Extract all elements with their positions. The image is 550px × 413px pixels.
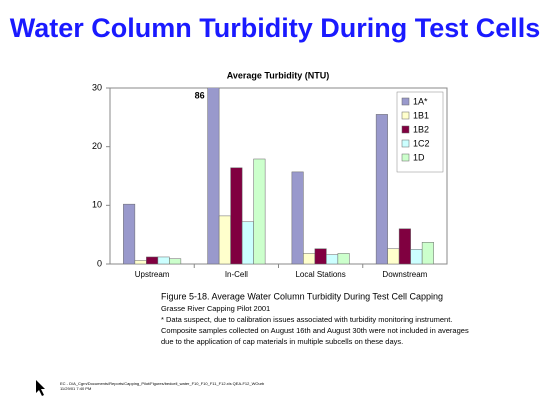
caption-line: Grasse River Capping Pilot 2001	[161, 304, 270, 313]
legend-swatch	[401, 125, 410, 134]
legend-swatch	[401, 139, 410, 148]
bar	[146, 256, 159, 264]
x-tick-label: Local Stations	[295, 270, 345, 279]
legend-label: 1A*	[413, 96, 428, 106]
x-tick-label: Upstream	[135, 270, 170, 279]
bar	[387, 248, 400, 264]
bar	[218, 215, 231, 264]
plot-area	[109, 87, 448, 265]
bar	[375, 114, 388, 264]
bar	[230, 167, 243, 264]
figure-caption: Figure 5-18. Average Water Column Turbid…	[161, 291, 443, 301]
caption-line: due to the application of cap materials …	[161, 337, 403, 346]
cursor	[36, 380, 45, 396]
legend-label: 1C2	[413, 138, 430, 148]
bar	[410, 249, 423, 264]
footer-line: EC - D/A_Cgrn/Documents/Reports/Capping_…	[60, 381, 265, 386]
bar	[421, 242, 434, 264]
bar	[253, 158, 266, 264]
caption: Figure 5-18. Average Water Column Turbid…	[161, 291, 469, 346]
bar	[314, 248, 327, 264]
bar	[326, 254, 339, 264]
bar	[169, 258, 182, 264]
bar	[157, 256, 170, 264]
footer-line: 11/29/01 7:40 PM	[60, 386, 91, 391]
slide-heading: Water Column Turbidity During Test Cells	[10, 13, 541, 43]
y-tick-label: 20	[92, 141, 102, 151]
legend-swatch	[401, 111, 410, 120]
legend-swatch	[401, 153, 410, 162]
bar	[398, 228, 411, 264]
bar	[337, 253, 350, 264]
legend-label: 1B2	[413, 124, 429, 134]
bar	[207, 88, 220, 264]
bars	[123, 88, 434, 264]
legend-label: 1B1	[413, 110, 429, 120]
legend-swatch	[401, 97, 410, 106]
caption-line: * Data suspect, due to calibration issue…	[161, 315, 452, 324]
caption-line: Composite samples collected on August 16…	[161, 326, 469, 335]
y-tick-label: 0	[97, 258, 102, 268]
value-label: 86	[195, 90, 205, 100]
legend-label: 1D	[413, 152, 425, 162]
bar	[291, 171, 304, 264]
bar	[241, 221, 254, 264]
bar	[134, 260, 147, 264]
x-tick-label: Downstream	[382, 270, 427, 279]
chart-title: Average Turbidity (NTU)	[227, 70, 330, 80]
x-tick-label: In-Cell	[225, 270, 248, 279]
y-tick-label: 10	[92, 200, 102, 210]
bar	[303, 253, 316, 264]
y-tick-label: 30	[92, 82, 102, 92]
bar	[123, 203, 136, 264]
